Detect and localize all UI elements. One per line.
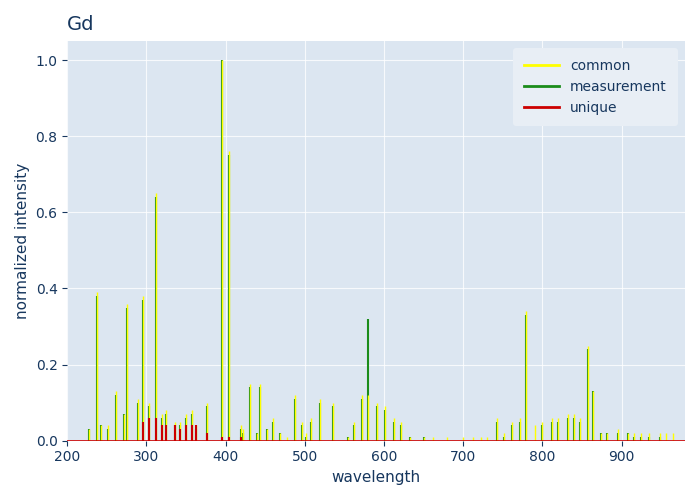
Text: Gd: Gd <box>67 15 94 34</box>
Legend: common, measurement, unique: common, measurement, unique <box>513 48 678 126</box>
Y-axis label: normalized intensity: normalized intensity <box>15 163 30 319</box>
X-axis label: wavelength: wavelength <box>332 470 421 485</box>
